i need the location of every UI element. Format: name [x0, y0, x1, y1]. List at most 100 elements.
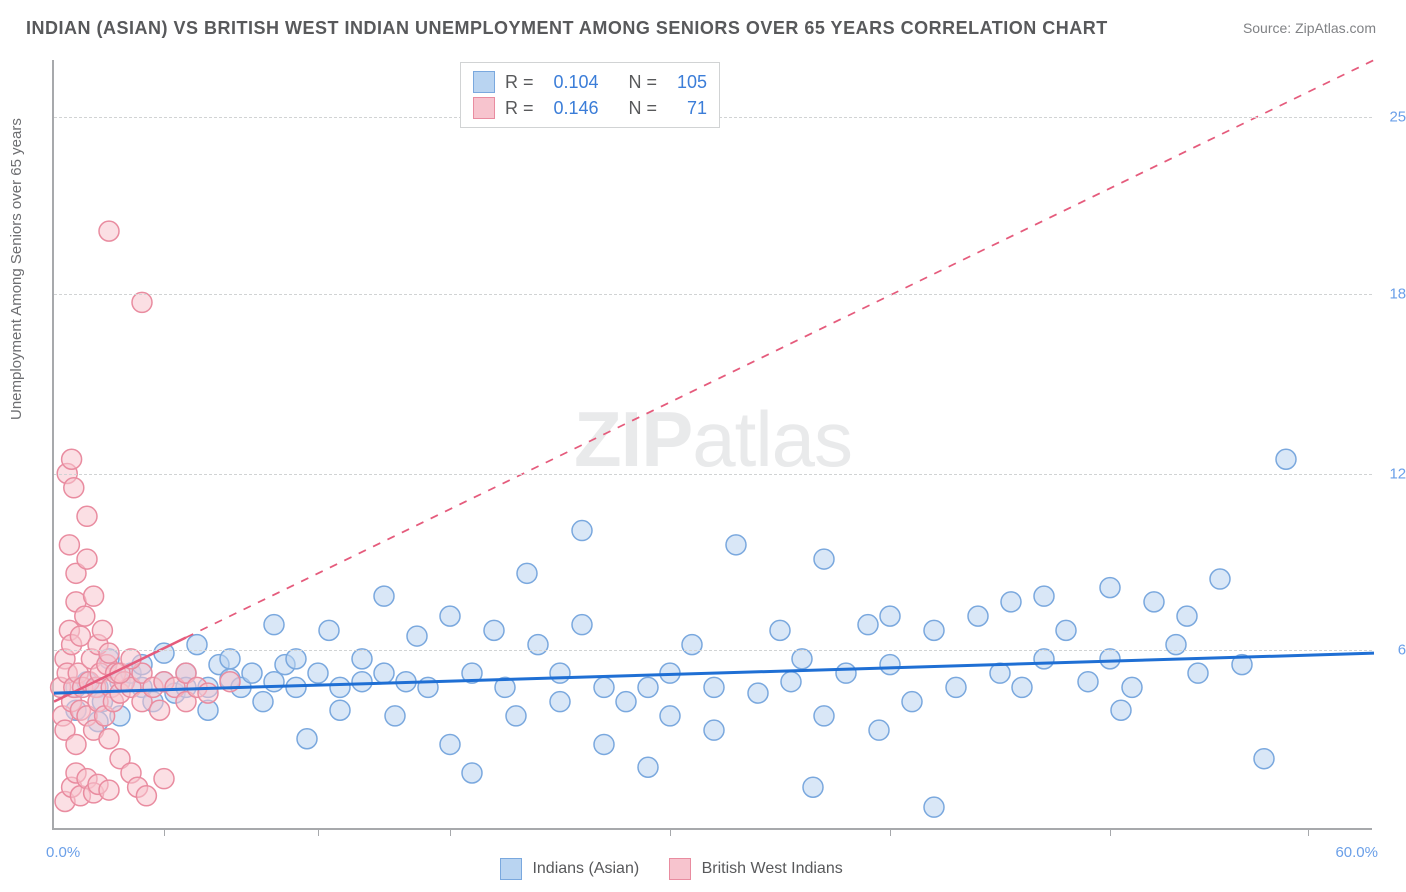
data-point	[264, 615, 284, 635]
y-tick-label: 18.8%	[1389, 285, 1406, 302]
x-tick	[164, 828, 165, 836]
chart-title: INDIAN (ASIAN) VS BRITISH WEST INDIAN UN…	[26, 18, 1108, 39]
data-point	[517, 563, 537, 583]
x-tick	[1110, 828, 1111, 836]
data-point	[814, 549, 834, 569]
data-point	[572, 521, 592, 541]
r-label: R =	[505, 95, 534, 121]
n-label: N =	[629, 69, 658, 95]
data-point	[319, 620, 339, 640]
data-point	[66, 734, 86, 754]
trend-line-dashed	[186, 60, 1374, 638]
data-point	[154, 643, 174, 663]
data-point	[1100, 649, 1120, 669]
correlation-row-1: R = 0.146 N = 71	[473, 95, 707, 121]
data-point	[99, 729, 119, 749]
data-point	[99, 221, 119, 241]
data-point	[1100, 578, 1120, 598]
legend-swatch-icon	[669, 858, 691, 880]
r-label: R =	[505, 69, 534, 95]
data-point	[264, 672, 284, 692]
x-axis-origin-label: 0.0%	[46, 844, 80, 861]
data-point	[99, 643, 119, 663]
data-point	[330, 677, 350, 697]
legend-item-1: British West Indians	[669, 858, 843, 880]
data-point	[792, 649, 812, 669]
data-point	[187, 635, 207, 655]
y-tick-label: 25.0%	[1389, 109, 1406, 126]
data-point	[880, 606, 900, 626]
x-tick	[890, 828, 891, 836]
data-point	[1254, 749, 1274, 769]
data-point	[484, 620, 504, 640]
data-point	[462, 763, 482, 783]
data-point	[330, 700, 350, 720]
data-point	[154, 769, 174, 789]
legend-label-0: Indians (Asian)	[532, 860, 639, 877]
data-point	[781, 672, 801, 692]
legend-swatch-icon	[500, 858, 522, 880]
data-point	[374, 586, 394, 606]
data-point	[1210, 569, 1230, 589]
data-point	[660, 706, 680, 726]
data-point	[803, 777, 823, 797]
data-point	[440, 606, 460, 626]
data-point	[528, 635, 548, 655]
data-point	[748, 683, 768, 703]
data-point	[62, 449, 82, 469]
data-point	[814, 706, 834, 726]
data-point	[286, 649, 306, 669]
data-point	[253, 692, 273, 712]
data-point	[75, 606, 95, 626]
legend-label-1: British West Indians	[702, 860, 843, 877]
data-point	[198, 683, 218, 703]
data-point	[374, 663, 394, 683]
data-point	[682, 635, 702, 655]
data-point	[946, 677, 966, 697]
x-tick	[1308, 828, 1309, 836]
legend-swatch-pink	[473, 97, 495, 119]
legend-swatch-blue	[473, 71, 495, 93]
data-point	[550, 692, 570, 712]
data-point	[132, 292, 152, 312]
data-point	[638, 757, 658, 777]
y-tick-label: 12.5%	[1389, 465, 1406, 482]
r-value-1: 0.146	[544, 95, 599, 121]
x-tick	[670, 828, 671, 836]
data-point	[352, 649, 372, 669]
data-point	[726, 535, 746, 555]
data-point	[1122, 677, 1142, 697]
data-point	[150, 700, 170, 720]
data-point	[77, 549, 97, 569]
gridline	[54, 474, 1372, 475]
data-point	[550, 663, 570, 683]
data-point	[638, 677, 658, 697]
data-point	[858, 615, 878, 635]
data-point	[594, 734, 614, 754]
data-point	[407, 626, 427, 646]
data-point	[59, 535, 79, 555]
plot-area: ZIPatlas 6.3%12.5%18.8%25.0%	[52, 60, 1372, 830]
data-point	[594, 677, 614, 697]
r-value-0: 0.104	[544, 69, 599, 95]
data-point	[77, 506, 97, 526]
data-point	[84, 586, 104, 606]
data-point	[242, 663, 262, 683]
n-value-0: 105	[667, 69, 707, 95]
data-point	[308, 663, 328, 683]
data-point	[1001, 592, 1021, 612]
data-point	[836, 663, 856, 683]
data-point	[1111, 700, 1131, 720]
data-point	[616, 692, 636, 712]
gridline	[54, 294, 1372, 295]
data-point	[1144, 592, 1164, 612]
source-label: Source: ZipAtlas.com	[1243, 20, 1376, 36]
data-point	[572, 615, 592, 635]
data-point	[1056, 620, 1076, 640]
data-point	[924, 797, 944, 817]
data-point	[704, 677, 724, 697]
data-point	[1078, 672, 1098, 692]
data-point	[99, 780, 119, 800]
data-point	[704, 720, 724, 740]
data-point	[506, 706, 526, 726]
